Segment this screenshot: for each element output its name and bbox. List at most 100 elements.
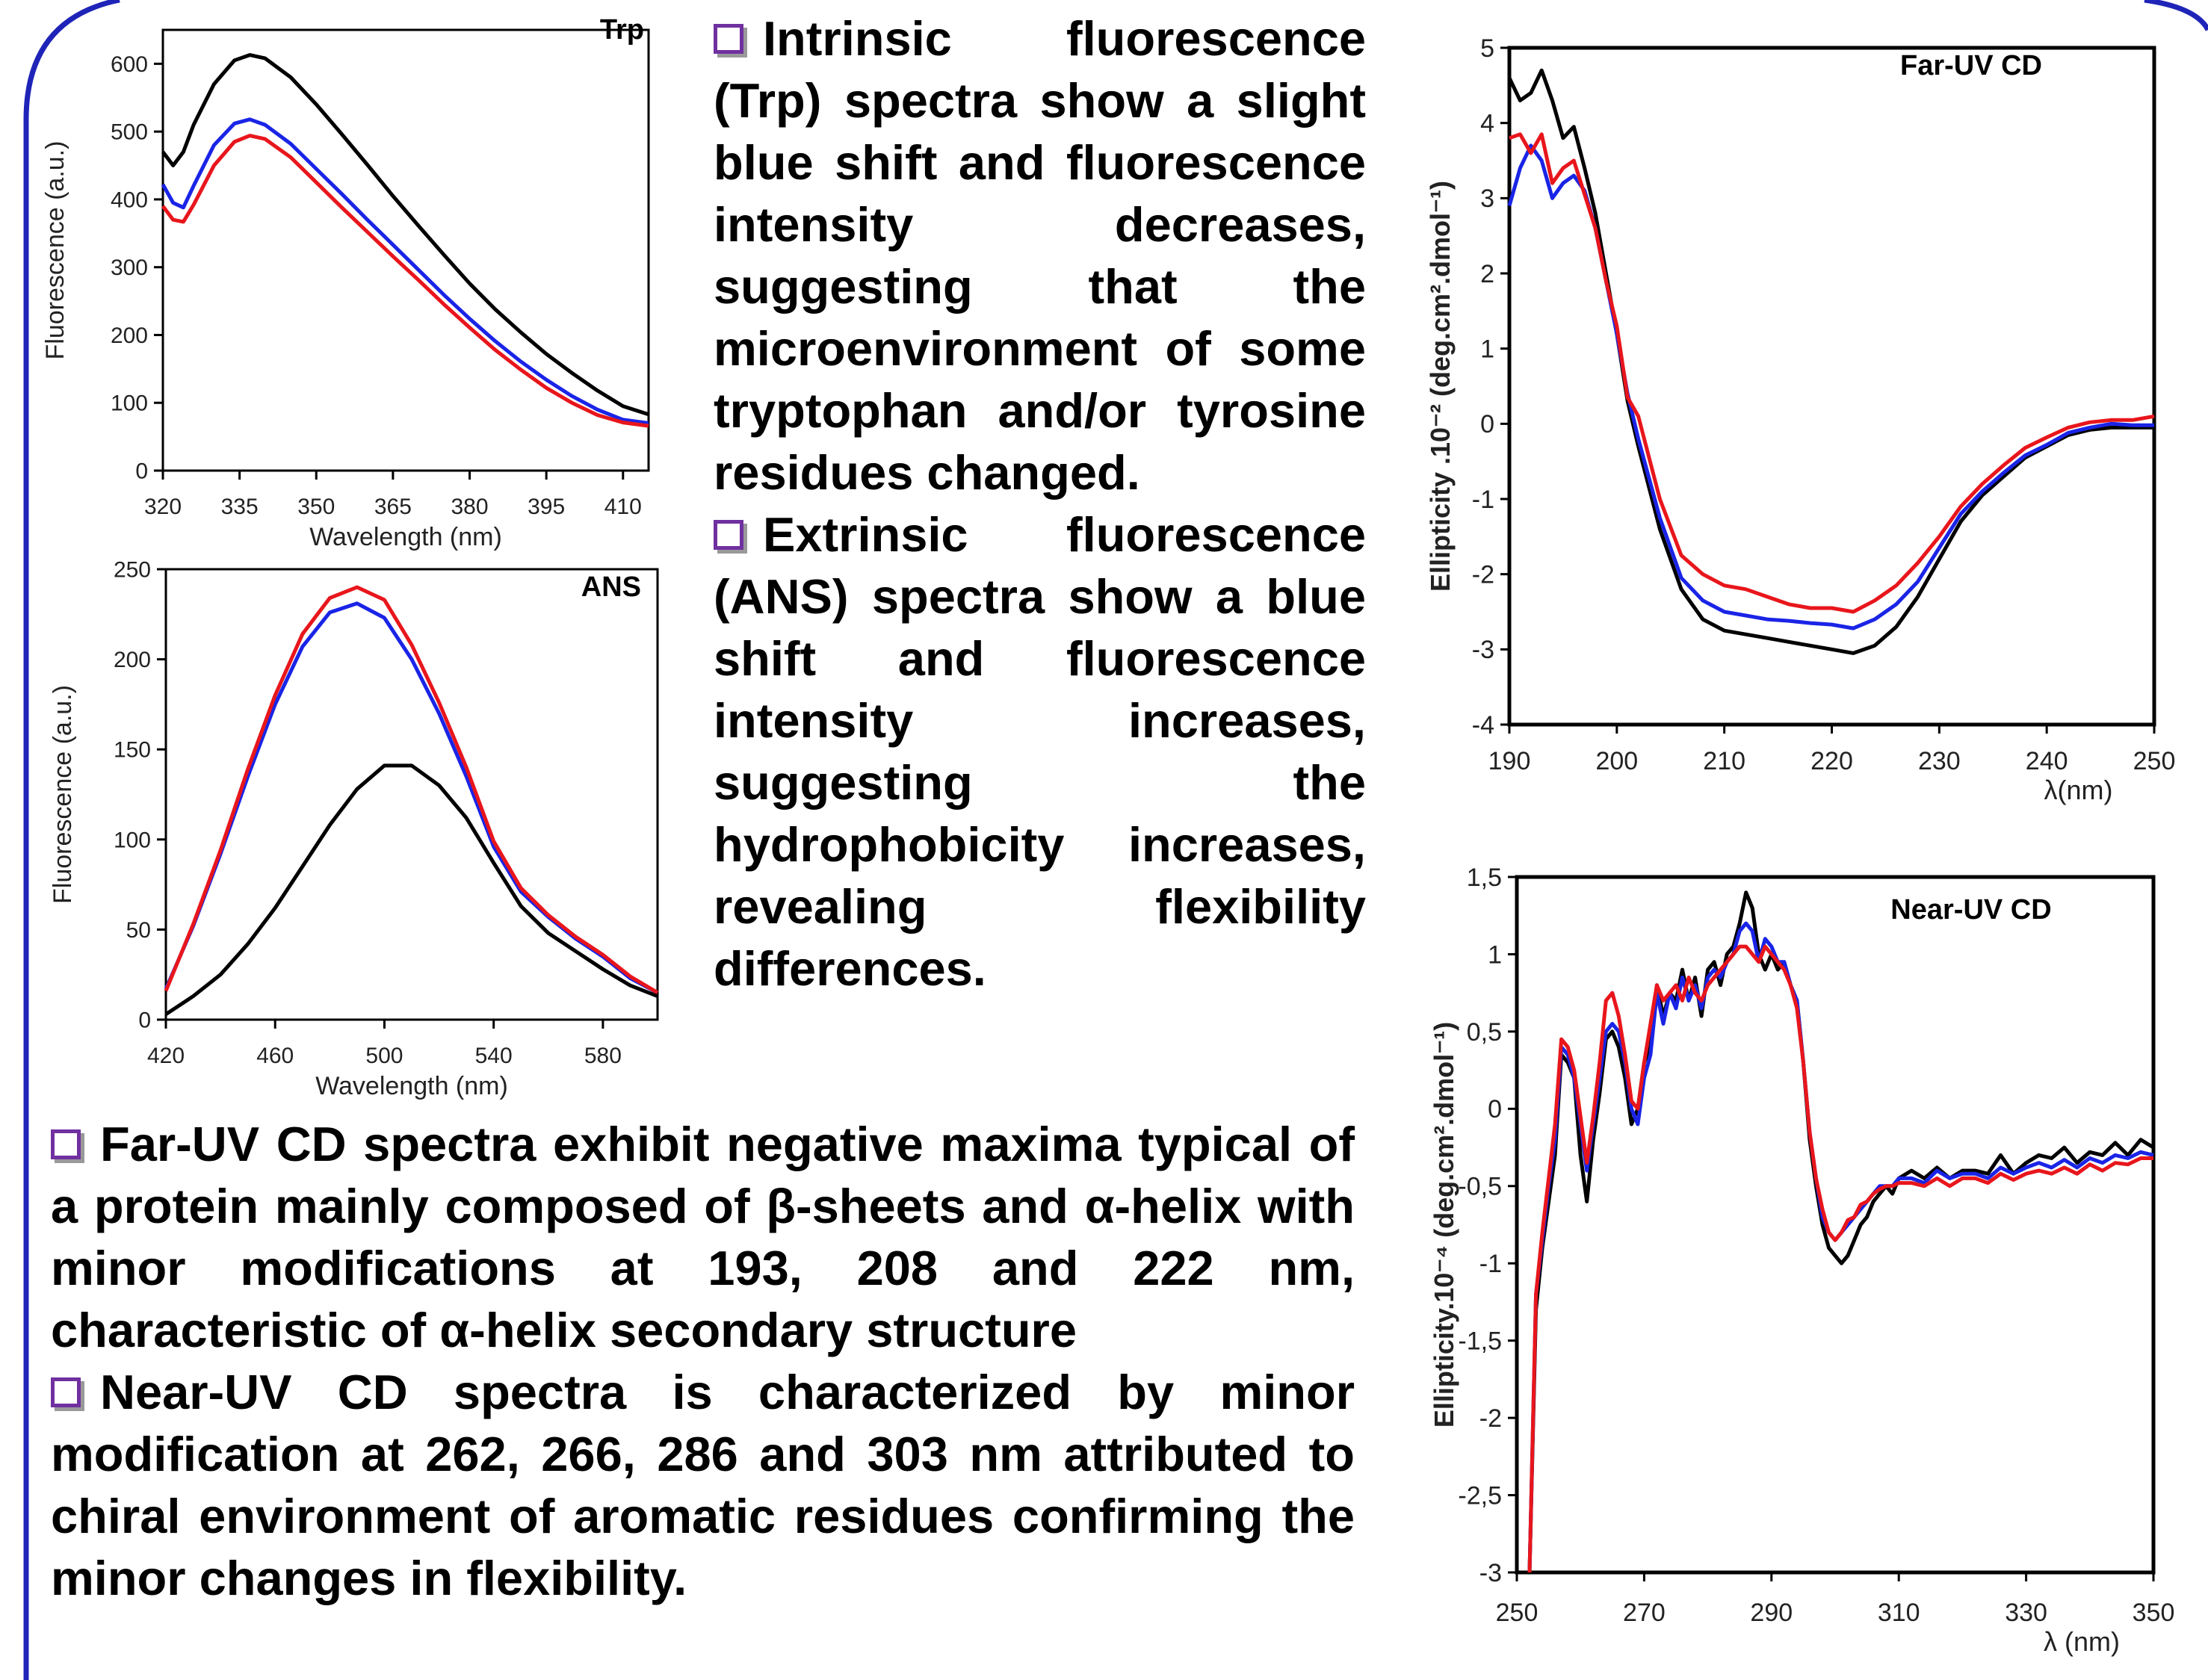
far_uv-y-tick-label: 5 xyxy=(1480,34,1494,63)
ans-series-black xyxy=(164,763,658,1016)
far_uv-y-tick-label: 1 xyxy=(1480,335,1494,364)
near_uv-chart-title: Near-UV CD xyxy=(1890,894,2051,926)
near_uv-plot-frame xyxy=(1515,875,2156,1575)
square-bullet-icon xyxy=(714,520,743,550)
trp-series-black xyxy=(161,53,649,417)
trp-series-red xyxy=(161,134,649,428)
far_uv-y-tick-label: 3 xyxy=(1480,185,1494,213)
near_uv-y-tick-label: -2 xyxy=(1479,1404,1502,1433)
trp-y-tick-label: 0 xyxy=(135,459,148,484)
far_uv-y-tick-label: 2 xyxy=(1480,260,1494,288)
ans-x-tick-label: 500 xyxy=(365,1044,403,1068)
trp-y-tick-label: 100 xyxy=(111,391,148,416)
square-bullet-icon xyxy=(714,24,743,54)
cd-description: Far-UV CD spectra exhibit negative maxim… xyxy=(51,1113,1355,1609)
trp-plot-frame xyxy=(161,28,650,472)
near_uv-y-tick-label: -0,5 xyxy=(1458,1173,1502,1201)
near_uv-y-tick-label: 1 xyxy=(1488,940,1502,969)
trp-x-axis-label: Wavelength (nm) xyxy=(309,523,502,551)
near_uv-y-tick-label: -1,5 xyxy=(1458,1327,1502,1356)
near_uv-y-tick-label: 0 xyxy=(1488,1095,1502,1123)
far_uv-y-axis-label: Ellipticity .10⁻² (deg.cm².dmol⁻¹) xyxy=(1425,181,1456,592)
far_uv-y-tick-label: -1 xyxy=(1472,486,1494,514)
ans-x-tick-label: 420 xyxy=(147,1044,185,1068)
right-frame-border xyxy=(2144,0,2208,31)
trp-y-axis-label: Fluorescence (a.u.) xyxy=(41,141,69,360)
far-uv-cd-chart: -4 -3 -2 -1 0 1 2 3 4 5 190 200 210 220 230 240 250 λ(nm)… xyxy=(1425,34,2176,805)
ans-series-red xyxy=(164,585,659,994)
square-bullet-icon xyxy=(51,1129,81,1159)
ans-x-tick-label: 540 xyxy=(475,1044,513,1068)
far_uv-x-tick-label: 200 xyxy=(1595,747,1638,775)
near-uv-description-text: Near-UV CD spectra is characterized by m… xyxy=(51,1365,1355,1605)
near_uv-series-black xyxy=(1527,890,2155,1573)
ans-y-tick-label: 200 xyxy=(114,648,151,672)
near_uv-x-tick-label: 350 xyxy=(2133,1599,2175,1627)
trp-y-tick-label: 300 xyxy=(111,255,148,280)
near-uv-cd-chart: -3 -2,5 -2 -1,5 -1 -0,5 0 0,5 1 1,5 250 270 290 310 33… xyxy=(1429,864,2175,1657)
near_uv-y-axis-label: Ellipticity.10⁻⁴ (deg.cm².dmol⁻¹) xyxy=(1429,1022,1459,1428)
ans-chart-title: ANS xyxy=(581,571,641,603)
trp-x-tick-label: 335 xyxy=(221,495,259,519)
far_uv-y-tick-label: 4 xyxy=(1480,110,1494,138)
ans-x-tick-label: 460 xyxy=(256,1044,294,1068)
far_uv-x-tick-label: 250 xyxy=(2133,747,2176,775)
trp-fluorescence-chart: 0 100 200 300 400 500 600 320 335 350 365 380 395 410… xyxy=(41,14,650,551)
near_uv-x-tick-label: 330 xyxy=(2005,1599,2047,1627)
far_uv-y-tick-label: -2 xyxy=(1472,561,1494,589)
near_uv-x-tick-label: 290 xyxy=(1750,1599,1793,1627)
far_uv-y-tick-label: 0 xyxy=(1480,410,1494,438)
trp-chart-title: Trp xyxy=(600,14,644,46)
far_uv-y-tick-label: -4 xyxy=(1472,711,1494,740)
near_uv-x-tick-label: 310 xyxy=(1878,1599,1920,1627)
near_uv-x-tick-label: 270 xyxy=(1623,1599,1666,1627)
far_uv-series-black xyxy=(1507,68,2154,655)
ans-y-axis-label: Fluorescence (a.u.) xyxy=(49,685,77,904)
near-uv-description-paragraph: Near-UV CD spectra is characterized by m… xyxy=(51,1361,1355,1609)
ans-x-axis-label: Wavelength (nm) xyxy=(315,1072,508,1100)
near_uv-y-tick-label: 1,5 xyxy=(1467,864,1502,892)
fluorescence-description: Intrinsic fluorescence (Trp) spectra sho… xyxy=(714,7,1366,999)
near_uv-y-tick-label: -3 xyxy=(1479,1559,1502,1587)
trp-x-tick-label: 410 xyxy=(604,495,642,519)
ans-y-tick-label: 250 xyxy=(114,558,151,583)
far_uv-y-tick-label: -3 xyxy=(1472,636,1494,664)
trp-y-tick-label: 500 xyxy=(111,120,148,145)
far_uv-x-tick-label: 230 xyxy=(1918,747,1961,775)
ans-y-tick-label: 50 xyxy=(126,918,151,943)
trp-description-paragraph: Intrinsic fluorescence (Trp) spectra sho… xyxy=(714,7,1366,503)
ans-description-paragraph: Extrinsic fluorescence (ANS) spectra sho… xyxy=(714,503,1366,999)
trp-y-tick-label: 400 xyxy=(111,187,148,212)
near_uv-series-red xyxy=(1527,944,2153,1573)
near_uv-y-tick-label: -1 xyxy=(1479,1250,1502,1278)
far_uv-x-tick-label: 210 xyxy=(1703,747,1745,775)
near_uv-x-tick-label: 250 xyxy=(1496,1599,1539,1627)
near_uv-x-axis-label: λ (nm) xyxy=(2044,1626,2120,1657)
trp-description-text: Intrinsic fluorescence (Trp) spectra sho… xyxy=(714,11,1366,500)
far_uv-x-axis-label: λ(nm) xyxy=(2044,775,2113,805)
ans-y-tick-label: 0 xyxy=(138,1008,151,1033)
trp-x-tick-label: 395 xyxy=(528,495,565,519)
trp-y-tick-label: 200 xyxy=(111,323,148,348)
ans-description-text: Extrinsic fluorescence (ANS) spectra sho… xyxy=(714,507,1366,996)
left-frame-border xyxy=(23,0,120,1680)
ans-y-tick-label: 150 xyxy=(114,738,151,763)
near_uv-y-tick-label: -2,5 xyxy=(1458,1481,1502,1510)
trp-x-tick-label: 380 xyxy=(451,495,488,519)
far_uv-series-blue xyxy=(1507,143,2154,630)
trp-series-blue xyxy=(161,117,649,425)
far_uv-chart-title: Far-UV CD xyxy=(1900,50,2042,81)
square-bullet-icon xyxy=(51,1377,81,1407)
ans-y-tick-label: 100 xyxy=(114,828,151,852)
far_uv-x-tick-label: 240 xyxy=(2026,747,2068,775)
far_uv-x-tick-label: 220 xyxy=(1810,747,1853,775)
ans-x-tick-label: 580 xyxy=(584,1044,622,1068)
trp-y-tick-label: 600 xyxy=(111,52,148,77)
far-uv-description-text: Far-UV CD spectra exhibit negative maxim… xyxy=(51,1117,1355,1357)
far-uv-description-paragraph: Far-UV CD spectra exhibit negative maxim… xyxy=(51,1113,1355,1361)
trp-x-tick-label: 365 xyxy=(374,495,412,519)
ans-fluorescence-chart: 0 50 100 150 200 250 420 460 500 540 580 Wavelength… xyxy=(49,558,659,1100)
far_uv-x-tick-label: 190 xyxy=(1488,747,1531,775)
far_uv-series-red xyxy=(1509,132,2155,614)
